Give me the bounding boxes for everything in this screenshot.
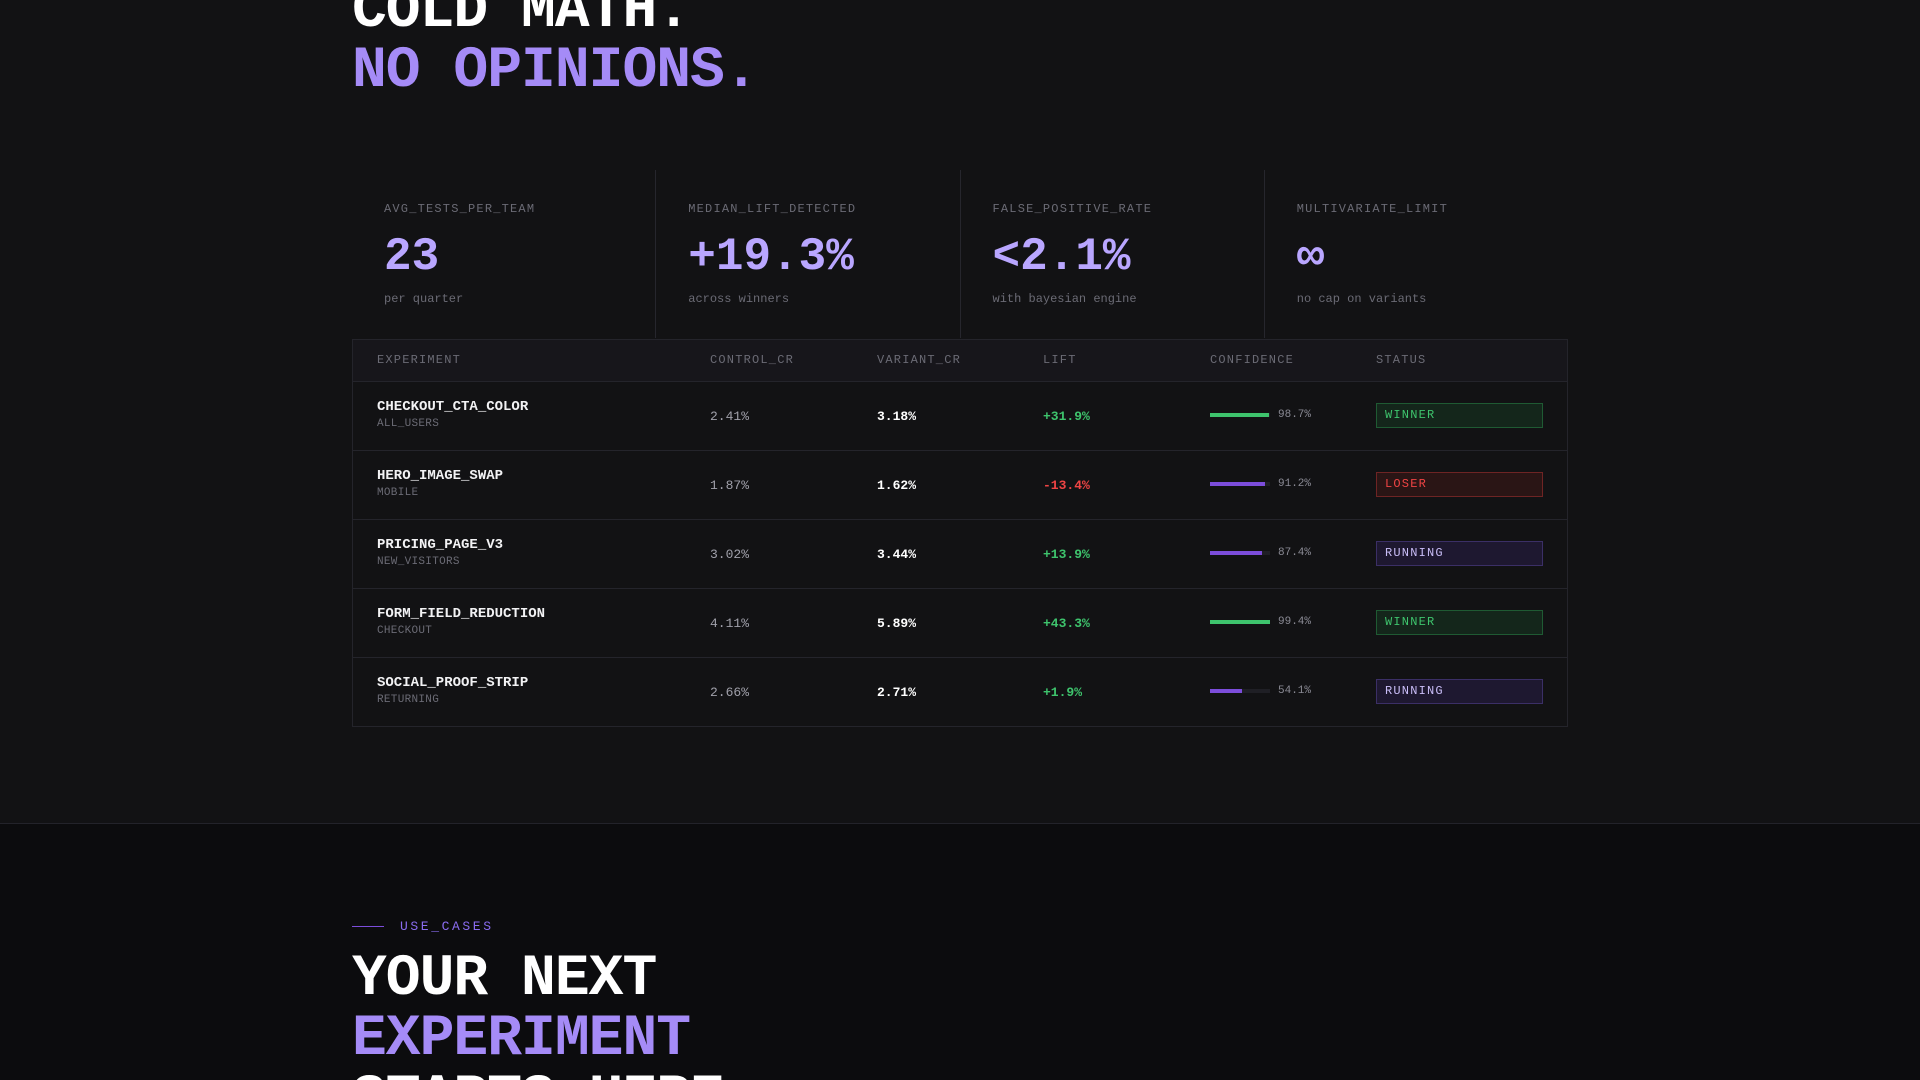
experiment-name: FORM_FIELD_REDUCTION — [377, 606, 546, 622]
stat-value: <2.1% — [992, 231, 1131, 283]
use-cases-headline: YOUR NEXT EXPERIMENT STARTS HERE — [352, 947, 725, 1080]
status-badge: LOSER — [1376, 472, 1543, 497]
lift-value: +1.9% — [1043, 685, 1083, 700]
eyebrow-label: USE_CASES — [400, 919, 494, 934]
confidence-bar-track — [1210, 551, 1270, 555]
stat-label: AVG_TESTS_PER_TEAM — [384, 202, 536, 216]
table-header: EXPERIMENT CONTROL_CR VARIANT_CR LIFT CO… — [353, 340, 1567, 382]
variant-rate: 3.18% — [877, 409, 917, 424]
stat-value: +19.3% — [688, 231, 854, 283]
table-row[interactable]: CHECKOUT_CTA_COLOR ALL_USERS 2.41% 3.18%… — [353, 382, 1567, 451]
experiment-segment: NEW_VISITORS — [377, 556, 460, 568]
use-cases-eyebrow: USE_CASES — [352, 919, 494, 934]
confidence-bar-track — [1210, 689, 1270, 693]
column-header-status: STATUS — [1376, 353, 1427, 367]
headline-line-2: EXPERIMENT — [352, 1007, 691, 1072]
headline-line-2: NO OPINIONS. — [352, 39, 759, 104]
table-row[interactable]: PRICING_PAGE_V3 NEW_VISITORS 3.02% 3.44%… — [353, 520, 1567, 589]
use-cases-section — [0, 824, 1920, 1080]
confidence-bar-track — [1210, 413, 1270, 417]
variant-rate: 2.71% — [877, 685, 917, 700]
control-rate: 2.41% — [710, 409, 750, 424]
experiment-name: PRICING_PAGE_V3 — [377, 537, 504, 553]
status-badge: WINNER — [1376, 610, 1543, 635]
headline-line-3: STARTS HERE — [352, 1070, 725, 1080]
headline-line-1: COLD MATH. — [352, 0, 691, 44]
table-row[interactable]: FORM_FIELD_REDUCTION CHECKOUT 4.11% 5.89… — [353, 589, 1567, 658]
control-rate: 2.66% — [710, 685, 750, 700]
experiment-segment: RETURNING — [377, 694, 440, 706]
lift-value: +13.9% — [1043, 547, 1090, 562]
status-badge: RUNNING — [1376, 679, 1543, 704]
column-header-experiment: EXPERIMENT — [377, 353, 462, 367]
variant-rate: 5.89% — [877, 616, 917, 631]
stat-caption: across winners — [688, 292, 790, 306]
stat-label: MULTIVARIATE_LIMIT — [1296, 202, 1448, 216]
lift-value: +31.9% — [1043, 409, 1090, 424]
confidence-bar-track — [1210, 620, 1270, 624]
control-rate: 1.87% — [710, 478, 750, 493]
confidence-bar-fill — [1210, 551, 1263, 555]
confidence-meter: 99.4% — [1210, 616, 1311, 628]
confidence-meter: 91.2% — [1210, 478, 1311, 490]
stat-caption: no cap on variants — [1296, 292, 1427, 306]
stat-caption: per quarter — [384, 292, 464, 306]
stat-false-positive: FALSE_POSITIVE_RATE <2.1% with bayesian … — [959, 170, 1264, 338]
experiment-name: SOCIAL_PROOF_STRIP — [377, 675, 529, 691]
confidence-value: 98.7% — [1278, 409, 1312, 421]
experiment-segment: CHECKOUT — [377, 625, 433, 637]
column-header-variant: VARIANT_CR — [877, 353, 962, 367]
experiment-name: CHECKOUT_CTA_COLOR — [377, 399, 529, 415]
stat-median-lift: MEDIAN_LIFT_DETECTED +19.3% across winne… — [655, 170, 959, 338]
experiment-segment: ALL_USERS — [377, 418, 440, 430]
experiments-table: EXPERIMENT CONTROL_CR VARIANT_CR LIFT CO… — [352, 339, 1568, 727]
lift-value: -13.4% — [1043, 478, 1090, 493]
confidence-bar-fill — [1210, 482, 1265, 486]
experiment-name: HERO_IMAGE_SWAP — [377, 468, 504, 484]
confidence-value: 54.1% — [1278, 685, 1312, 697]
confidence-bar-fill — [1210, 689, 1243, 693]
stat-caption: with bayesian engine — [992, 292, 1137, 306]
table-row[interactable]: SOCIAL_PROOF_STRIP RETURNING 2.66% 2.71%… — [353, 658, 1567, 727]
status-badge: RUNNING — [1376, 541, 1543, 566]
stat-value: ∞ — [1296, 231, 1325, 283]
stats-section: COLD MATH. NO OPINIONS. AVG_TESTS_PER_TE… — [0, 0, 1920, 824]
lift-value: +43.3% — [1043, 616, 1090, 631]
column-header-control: CONTROL_CR — [710, 353, 795, 367]
variant-rate: 3.44% — [877, 547, 917, 562]
confidence-meter: 54.1% — [1210, 685, 1311, 697]
eyebrow-divider — [352, 926, 384, 927]
control-rate: 4.11% — [710, 616, 750, 631]
stat-label: MEDIAN_LIFT_DETECTED — [688, 202, 857, 216]
confidence-meter: 87.4% — [1210, 547, 1311, 559]
headline-line-1: YOUR NEXT — [352, 947, 657, 1012]
confidence-meter: 98.7% — [1210, 409, 1311, 421]
column-header-lift: LIFT — [1043, 353, 1077, 367]
variant-rate: 1.62% — [877, 478, 917, 493]
experiment-segment: MOBILE — [377, 487, 419, 499]
confidence-value: 91.2% — [1278, 478, 1312, 490]
confidence-bar-fill — [1210, 413, 1270, 417]
confidence-bar-track — [1210, 482, 1270, 486]
stat-avg-tests: AVG_TESTS_PER_TEAM 23 per quarter — [352, 170, 655, 338]
confidence-value: 87.4% — [1278, 547, 1312, 559]
status-badge: WINNER — [1376, 403, 1543, 428]
confidence-value: 99.4% — [1278, 616, 1312, 628]
section-headline: COLD MATH. NO OPINIONS. — [352, 0, 759, 104]
stats-row: AVG_TESTS_PER_TEAM 23 per quarter MEDIAN… — [352, 170, 1568, 338]
confidence-bar-fill — [1210, 620, 1270, 624]
control-rate: 3.02% — [710, 547, 750, 562]
column-header-confidence: CONFIDENCE — [1210, 353, 1295, 367]
stat-multivariate-limit: MULTIVARIATE_LIMIT ∞ no cap on variants — [1263, 170, 1568, 338]
table-row[interactable]: HERO_IMAGE_SWAP MOBILE 1.87% 1.62% -13.4… — [353, 451, 1567, 520]
stat-label: FALSE_POSITIVE_RATE — [992, 202, 1153, 216]
stat-value: 23 — [384, 231, 440, 283]
